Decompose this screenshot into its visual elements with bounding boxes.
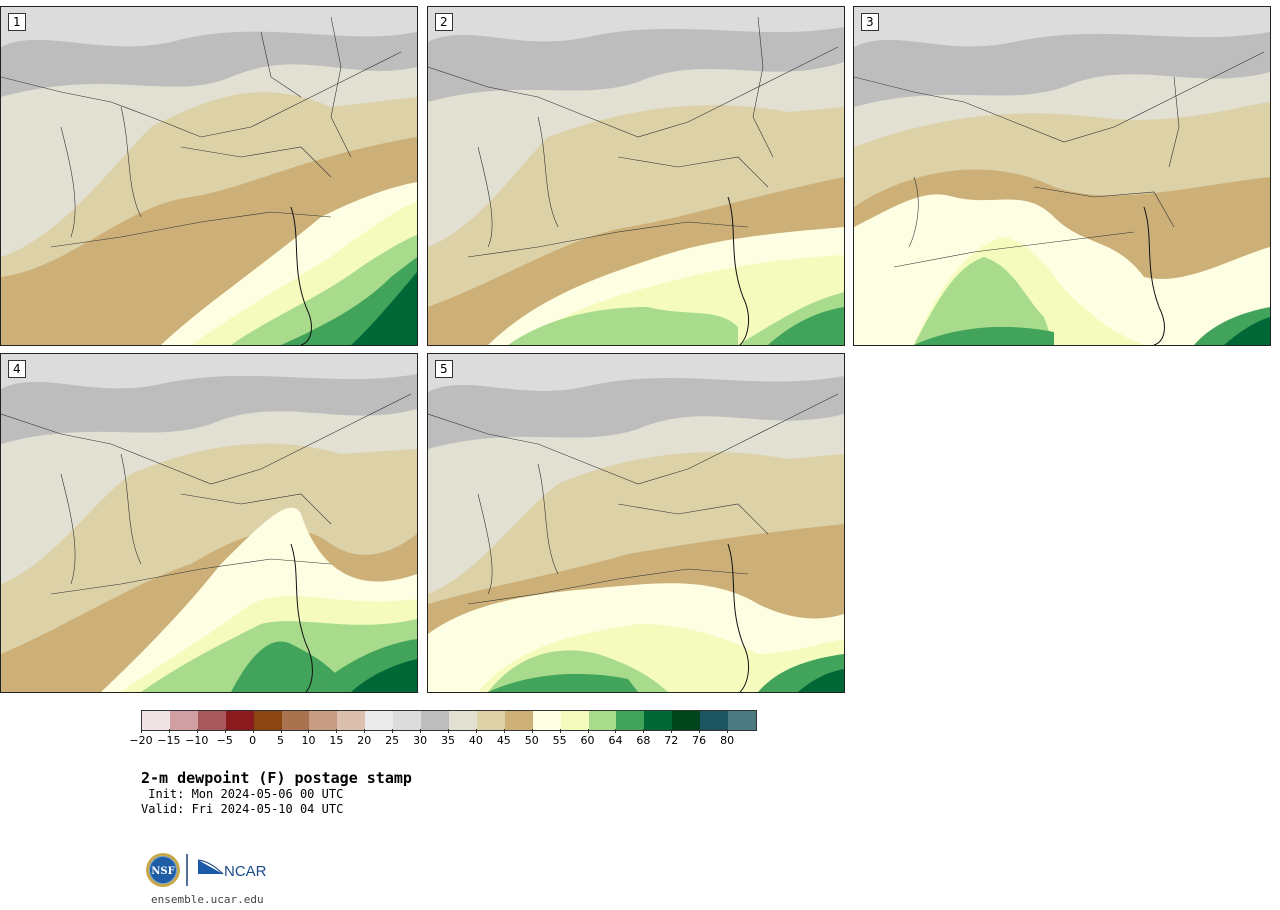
colorbar-tick-label: 72 [664, 734, 679, 747]
colorbar-tick-label: −10 [185, 734, 209, 747]
colorbar-tick-label: 30 [413, 734, 428, 747]
colorbar-tick-labels: −20 −15 −10 −5 0 5 10 15 20 25 30 35 40 45 50 55 60 64 68 7… [129, 729, 755, 751]
valid-time: Valid: Fri 2024-05-10 04 UTC [141, 802, 344, 816]
dewpoint-colorbar [141, 710, 757, 731]
colorbar-segment [672, 711, 701, 730]
colorbar-segment [142, 711, 170, 730]
colorbar-tick-label: 80 [720, 734, 735, 747]
colorbar-tick-label: 40 [468, 734, 483, 747]
colorbar-segment [616, 711, 645, 730]
colorbar-segment [728, 711, 756, 730]
dewpoint-map-1 [1, 7, 417, 345]
colorbar-tick-label: 68 [636, 734, 651, 747]
colorbar-tick [643, 729, 645, 733]
colorbar-tick [196, 729, 198, 733]
colorbar-segment [365, 711, 394, 730]
colorbar-tick-label: 50 [524, 734, 539, 747]
colorbar-segment [197, 711, 226, 730]
ncar-logo-icon: NCAR [197, 859, 267, 880]
colorbar-segment [169, 711, 198, 730]
colorbar-tick [531, 729, 533, 733]
logo-area: NSF NCAR [145, 852, 275, 888]
colorbar-tick-label: 0 [249, 734, 257, 747]
plot-title: 2-m dewpoint (F) postage stamp [141, 769, 412, 787]
dewpoint-map-5 [428, 354, 844, 692]
colorbar-tick [392, 729, 394, 733]
colorbar-segment [588, 711, 617, 730]
colorbar-segment [253, 711, 282, 730]
colorbar-tick-label: 60 [580, 734, 595, 747]
nsf-logo-text: NSF [151, 866, 174, 877]
colorbar-tick-label: −15 [157, 734, 181, 747]
dewpoint-map-2 [428, 7, 844, 345]
colorbar-segment [225, 711, 254, 730]
footer-url: ensemble.ucar.edu [151, 893, 264, 906]
ensemble-member-map-3: 3 [853, 6, 1271, 346]
nsf-ncar-logos: NSF NCAR [146, 853, 267, 887]
colorbar-tick [364, 729, 366, 733]
panel-number: 1 [8, 13, 26, 31]
colorbar-segment [448, 711, 477, 730]
colorbar-tick-label: 45 [496, 734, 511, 747]
colorbar-tick-label: 35 [441, 734, 455, 747]
colorbar-tick-label: 25 [385, 734, 400, 747]
colorbar-segment [644, 711, 673, 730]
colorbar-tick [308, 729, 310, 733]
colorbar-tick-label: 15 [329, 734, 344, 747]
colorbar-tick [559, 729, 561, 733]
colorbar-tick-label: 10 [301, 734, 316, 747]
colorbar-tick [503, 729, 505, 733]
colorbar-tick-label: −5 [216, 734, 233, 747]
dewpoint-map-3 [854, 7, 1270, 345]
init-time: Init: Mon 2024-05-06 00 UTC [141, 787, 344, 801]
colorbar-tick [252, 729, 254, 733]
colorbar-tick [587, 729, 589, 733]
ensemble-member-map-1: 1 [0, 6, 418, 346]
colorbar-segment [700, 711, 729, 730]
colorbar-segment [393, 711, 422, 730]
colorbar-tick-label: 5 [277, 734, 285, 747]
colorbar-tick [448, 729, 449, 733]
colorbar-tick [168, 729, 170, 733]
colorbar-segment [560, 711, 589, 730]
colorbar-tick-label: 55 [552, 734, 567, 747]
panel-number: 3 [861, 13, 879, 31]
colorbar-segment [532, 711, 561, 730]
ncar-logo-text: NCAR [224, 863, 267, 880]
colorbar-tick [615, 729, 617, 733]
colorbar-segment [281, 711, 310, 730]
colorbar-tick [420, 729, 422, 733]
colorbar-segment [421, 711, 449, 730]
colorbar-tick [699, 729, 701, 733]
ensemble-member-map-4: 4 [0, 353, 418, 693]
nsf-logo-icon: NSF [146, 853, 180, 887]
colorbar-tick [336, 729, 338, 733]
colorbar-segment [504, 711, 533, 730]
colorbar-tick-label: −20 [129, 734, 153, 747]
colorbar-tick [224, 729, 226, 733]
ensemble-member-map-2: 2 [427, 6, 845, 346]
colorbar-tick-label: 64 [608, 734, 623, 747]
colorbar-segment [337, 711, 366, 730]
colorbar-tick-label: 76 [692, 734, 707, 747]
colorbar-tick [475, 729, 477, 733]
colorbar-tick [727, 729, 729, 733]
colorbar-segment [309, 711, 338, 730]
colorbar-tick [671, 729, 673, 733]
panel-number: 2 [435, 13, 453, 31]
panel-number: 4 [8, 360, 26, 378]
colorbar-tick-label: 20 [357, 734, 372, 747]
colorbar-tick [280, 729, 282, 733]
colorbar-segment [476, 711, 505, 730]
dewpoint-map-4 [1, 354, 417, 692]
ensemble-member-map-5: 5 [427, 353, 845, 693]
colorbar-tick [141, 729, 142, 733]
panel-number: 5 [435, 360, 453, 378]
